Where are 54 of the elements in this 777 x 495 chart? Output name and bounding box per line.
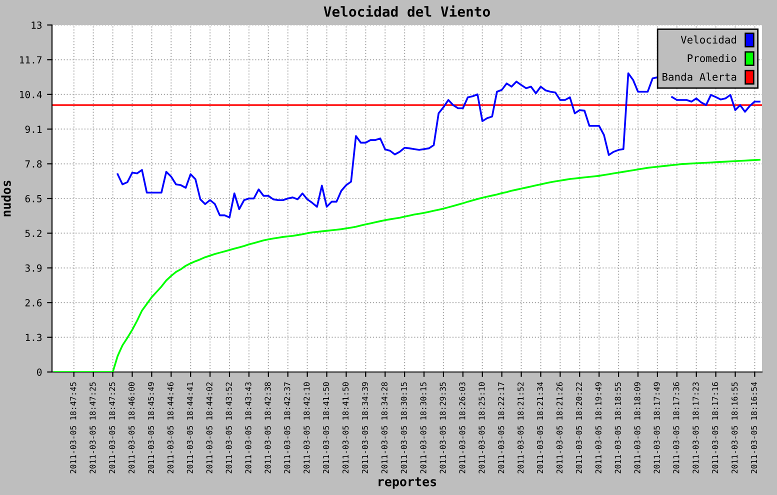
x-tick-label: 2011-03-05 18:34:28 <box>381 382 388 474</box>
x-tick-label: 2011-03-05 18:43:43 <box>245 382 252 474</box>
x-tick-label: 2011-03-05 18:44:41 <box>186 382 193 474</box>
x-tick-label: 2011-03-05 18:42:38 <box>264 382 271 474</box>
x-tick-label: 2011-03-05 18:21:52 <box>518 382 524 474</box>
x-tick-label: 2011-03-05 18:25:10 <box>478 382 485 474</box>
y-tick-label: 2.6 <box>25 299 42 306</box>
x-tick-label: 2011-03-05 18:29:35 <box>440 382 446 474</box>
legend-label: Promedio <box>688 54 736 62</box>
y-tick-label: 7.8 <box>25 160 42 168</box>
x-tick-label: 2011-03-05 18:16:54 <box>750 382 758 474</box>
legend-label: Velocidad <box>680 35 736 44</box>
x-tick-label: 2011-03-05 18:46:00 <box>128 382 135 474</box>
y-tick-label: 1.3 <box>26 334 42 342</box>
y-tick-label: 3.9 <box>25 264 42 272</box>
y-tick-label: 5.2 <box>25 230 42 238</box>
y-tick-label: 6.5 <box>25 195 42 202</box>
x-tick-label: 2011-03-05 18:21:34 <box>537 382 544 474</box>
x-tick-label: 2011-03-05 18:41:50 <box>323 382 330 474</box>
x-tick-label: 2011-03-05 18:44:02 <box>206 382 212 474</box>
y-tick-label: 9.1 <box>25 126 42 133</box>
y-tick-label: 10.4 <box>20 90 42 98</box>
y-axis-title: nudos <box>1 180 11 216</box>
x-tick-label: 2011-03-05 18:21:26 <box>556 382 563 474</box>
x-tick-label: 2011-03-05 18:47:45 <box>70 382 76 474</box>
x-tick-label: 2011-03-05 18:34:39 <box>362 382 368 474</box>
x-tick-label: 2011-03-05 18:43:52 <box>226 382 232 474</box>
x-tick-label: 2011-03-05 18:26:03 <box>459 382 466 474</box>
x-tick-label: 2011-03-05 18:22:17 <box>498 382 504 474</box>
x-tick-label: 2011-03-05 18:18:55 <box>614 382 621 474</box>
x-tick-label: 2011-03-05 18:42:10 <box>304 382 310 474</box>
x-tick-label: 2011-03-05 18:30:15 <box>400 382 407 474</box>
legend-label: Banda Alerta <box>662 72 736 81</box>
x-tick-label: 2011-03-05 18:42:37 <box>284 382 290 474</box>
line-series <box>54 158 760 372</box>
y-tick-label: 0 <box>37 368 42 376</box>
x-tick-label: 2011-03-05 18:41:50 <box>342 382 349 474</box>
x-tick-label: 2011-03-05 18:30:15 <box>420 382 426 474</box>
x-tick-label: 2011-03-05 18:20:22 <box>576 382 582 474</box>
y-tick-label: 11.7 <box>20 56 42 64</box>
chart-title: Velocidad del Viento <box>324 5 490 17</box>
x-tick-label: 2011-03-05 18:44:46 <box>167 382 174 474</box>
x-tick-label: 2011-03-05 18:17:23 <box>692 382 699 474</box>
x-tick-label: 2011-03-05 18:17:49 <box>654 382 660 474</box>
y-tick-label: 13 <box>32 22 42 29</box>
x-axis-title: reportes <box>378 477 436 489</box>
x-tick-label: 2011-03-05 18:47:25 <box>90 382 96 474</box>
x-tick-label: 2011-03-05 18:47:25 <box>109 382 116 474</box>
x-tick-label: 2011-03-05 18:18:09 <box>634 382 640 474</box>
x-tick-label: 2011-03-05 18:16:55 <box>732 382 738 474</box>
x-tick-label: 2011-03-05 18:45:49 <box>148 382 154 474</box>
x-tick-label: 2011-03-05 18:19:49 <box>595 382 602 474</box>
x-tick-label: 2011-03-05 18:17:16 <box>712 382 718 474</box>
x-tick-label: 2011-03-05 18:17:36 <box>673 382 680 474</box>
